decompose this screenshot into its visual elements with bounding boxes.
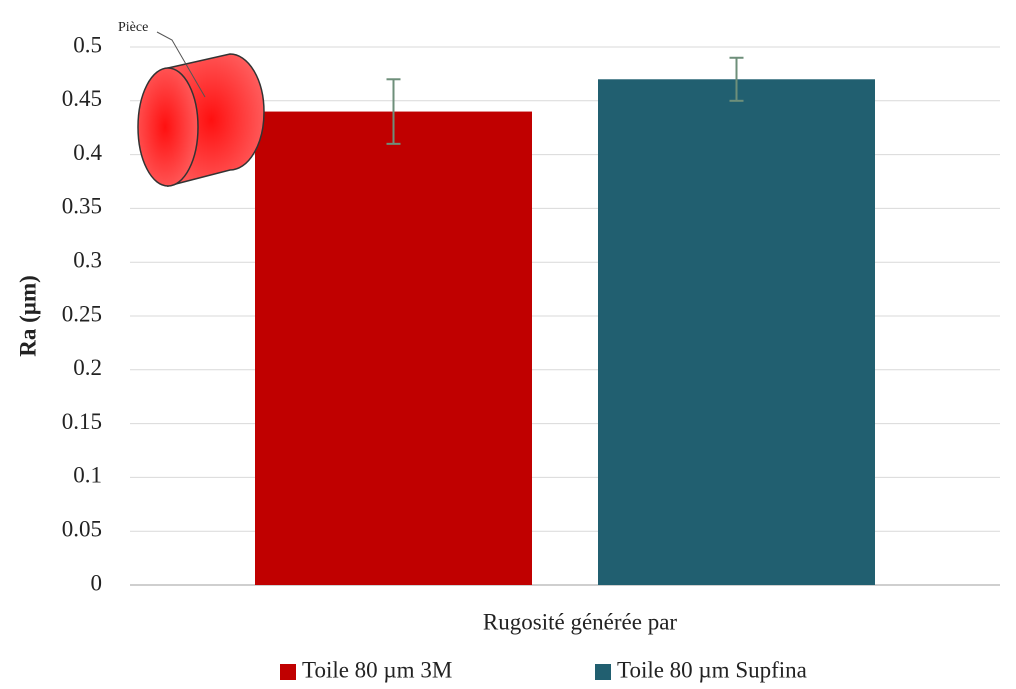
legend-label: Toile 80 µm Supfina: [617, 657, 807, 682]
y-tick-label: 0.35: [62, 194, 102, 219]
annotation: Pièce: [118, 20, 148, 35]
plot-area: 0 0.05 0.1 0.15 0.2 0.25 0.3 0.35 0.4 0.45 0.5 Toil…: [62, 32, 1000, 682]
error-bar: [729, 56, 744, 102]
error-bar: [386, 78, 401, 145]
y-tick-label: 0.05: [62, 516, 102, 541]
y-tick-label: 0.1: [73, 463, 102, 488]
y-tick-label: 0.4: [73, 140, 102, 165]
y-tick-label: 0.2: [73, 355, 102, 380]
bar: [255, 111, 532, 585]
legend-label: Toile 80 µm 3M: [302, 657, 452, 682]
y-tick-label: 0: [91, 570, 103, 595]
y-tick-label: 0.5: [73, 32, 102, 57]
y-axis-label: Ra (µm): [15, 275, 40, 357]
workpiece-illustration: [137, 31, 265, 187]
legend-swatch: [280, 664, 296, 680]
x-axis-label: Rugosité générée par: [483, 609, 677, 634]
y-tick-label: 0.3: [73, 247, 102, 272]
legend-swatch: [595, 664, 611, 680]
bar: [598, 79, 875, 585]
y-tick-label: 0.45: [62, 86, 102, 111]
y-tick-label: 0.25: [62, 301, 102, 326]
y-tick-label: 0.15: [62, 409, 102, 434]
